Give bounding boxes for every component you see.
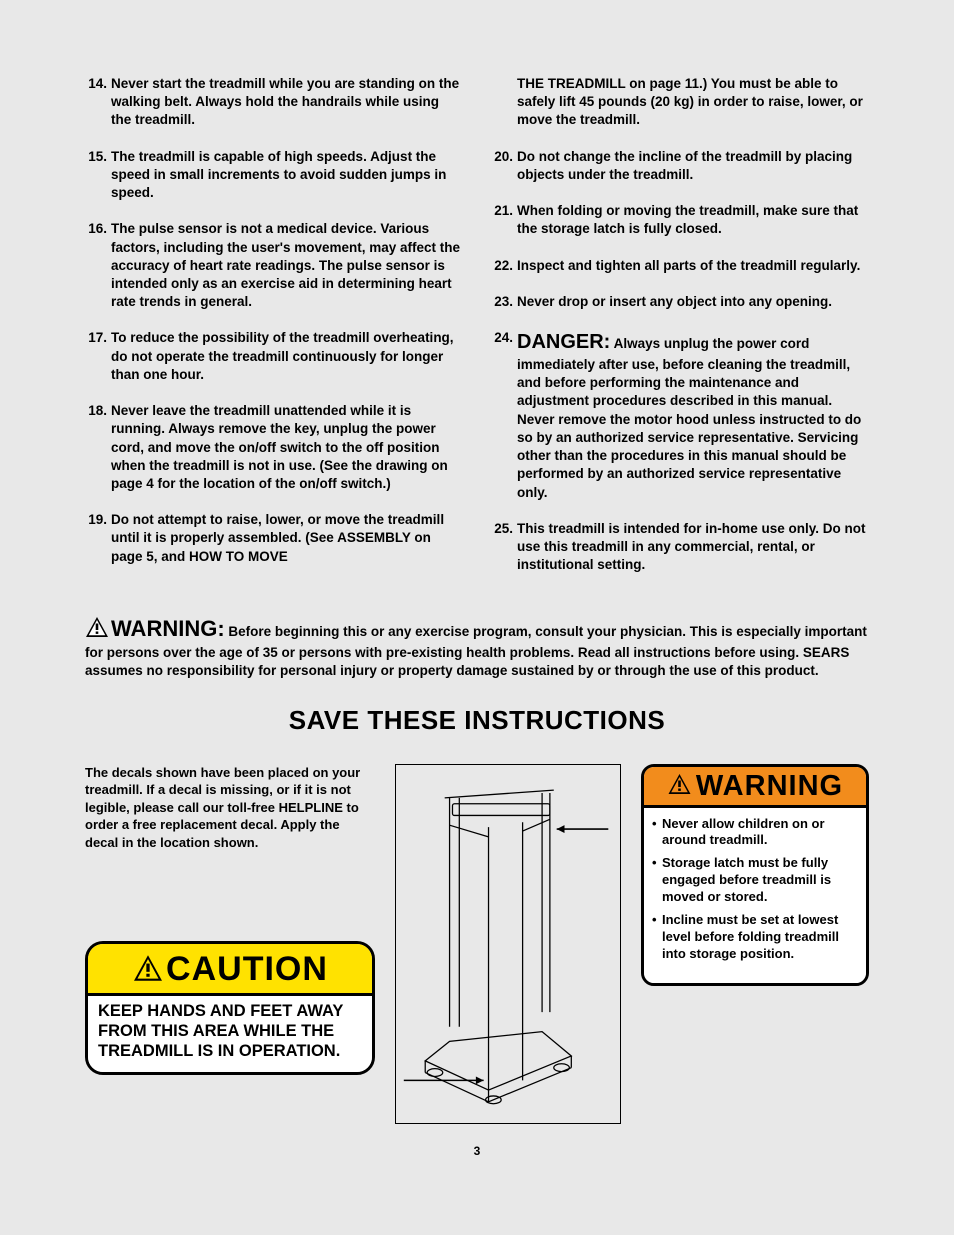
bullet-dot: • (652, 855, 662, 906)
item-number: 16. (85, 220, 111, 311)
item-number: 25. (491, 520, 517, 575)
instruction-item: 14.Never start the treadmill while you a… (85, 75, 463, 130)
warning-word: WARNING (696, 770, 843, 803)
caution-decal: CAUTION KEEP HANDS AND FEET AWAY FROM TH… (85, 941, 375, 1074)
alert-triangle-icon (85, 616, 109, 643)
item-number (491, 75, 517, 130)
instruction-item: 19.Do not attempt to raise, lower, or mo… (85, 511, 463, 566)
item-number: 23. (491, 293, 517, 311)
instruction-item: 23.Never drop or insert any object into … (491, 293, 869, 311)
alert-triangle-icon (667, 773, 692, 800)
instruction-item: 17.To reduce the possibility of the trea… (85, 329, 463, 384)
warning-bullet: •Storage latch must be fully engaged bef… (652, 855, 858, 906)
item-text: Inspect and tighten all parts of the tre… (517, 257, 869, 275)
item-text: Never drop or insert any object into any… (517, 293, 869, 311)
diagram-column (395, 764, 621, 1124)
instruction-item: 16.The pulse sensor is not a medical dev… (85, 220, 463, 311)
caution-header: CAUTION (88, 944, 372, 996)
decal-section: The decals shown have been placed on you… (85, 764, 869, 1124)
item-text: THE TREADMILL on page 11.) You must be a… (517, 75, 869, 130)
item-text: The treadmill is capable of high speeds.… (111, 148, 463, 203)
bullet-text: Never allow children on or around treadm… (662, 816, 858, 850)
instruction-columns: 14.Never start the treadmill while you a… (85, 75, 869, 592)
item-text: Never start the treadmill while you are … (111, 75, 463, 130)
instruction-item: 21.When folding or moving the treadmill,… (491, 202, 869, 238)
item-text: When folding or moving the treadmill, ma… (517, 202, 869, 238)
instruction-item: 20.Do not change the incline of the trea… (491, 148, 869, 184)
item-text: Never leave the treadmill unattended whi… (111, 402, 463, 493)
instruction-item: 25.This treadmill is intended for in-hom… (491, 520, 869, 575)
item-text: DANGER: Always unplug the power cord imm… (517, 329, 869, 502)
caution-body: KEEP HANDS AND FEET AWAY FROM THIS AREA … (88, 996, 372, 1071)
left-column: 14.Never start the treadmill while you a… (85, 75, 463, 592)
right-column: THE TREADMILL on page 11.) You must be a… (491, 75, 869, 592)
instruction-item: 22.Inspect and tighten all parts of the … (491, 257, 869, 275)
item-number: 18. (85, 402, 111, 493)
warning-decal: WARNING •Never allow children on or arou… (641, 764, 869, 986)
warning-decal-header: WARNING (644, 767, 866, 808)
bullet-text: Storage latch must be fully engaged befo… (662, 855, 858, 906)
save-instructions-heading: SAVE THESE INSTRUCTIONS (85, 705, 869, 736)
warning-bullet: •Never allow children on or around tread… (652, 816, 858, 850)
item-text: Do not change the incline of the treadmi… (517, 148, 869, 184)
warning-paragraph: WARNING: Before beginning this or any ex… (85, 614, 869, 680)
item-number: 21. (491, 202, 517, 238)
bullet-dot: • (652, 912, 662, 963)
warning-decal-body: •Never allow children on or around tread… (644, 808, 866, 983)
item-number: 20. (491, 148, 517, 184)
item-text: Do not attempt to raise, lower, or move … (111, 511, 463, 566)
warning-bullet: •Incline must be set at lowest level bef… (652, 912, 858, 963)
warning-label-column: WARNING •Never allow children on or arou… (641, 764, 869, 986)
instruction-item: 15.The treadmill is capable of high spee… (85, 148, 463, 203)
instruction-item: THE TREADMILL on page 11.) You must be a… (491, 75, 869, 130)
item-text: The pulse sensor is not a medical device… (111, 220, 463, 311)
item-number: 17. (85, 329, 111, 384)
bullet-dot: • (652, 816, 662, 850)
caution-word: CAUTION (166, 950, 328, 988)
page-number: 3 (85, 1144, 869, 1158)
instruction-item: 24.DANGER: Always unplug the power cord … (491, 329, 869, 502)
item-number: 15. (85, 148, 111, 203)
item-number: 22. (491, 257, 517, 275)
item-number: 19. (85, 511, 111, 566)
bullet-text: Incline must be set at lowest level befo… (662, 912, 858, 963)
treadmill-diagram (395, 764, 621, 1124)
item-text: This treadmill is intended for in-home u… (517, 520, 869, 575)
item-number: 24. (491, 329, 517, 502)
decal-paragraph: The decals shown have been placed on you… (85, 764, 375, 852)
instruction-item: 18.Never leave the treadmill unattended … (85, 402, 463, 493)
item-text: To reduce the possibility of the treadmi… (111, 329, 463, 384)
alert-triangle-icon (132, 954, 164, 987)
item-number: 14. (85, 75, 111, 130)
decal-left-column: The decals shown have been placed on you… (85, 764, 375, 1075)
warning-lead: WARNING: (111, 616, 225, 641)
